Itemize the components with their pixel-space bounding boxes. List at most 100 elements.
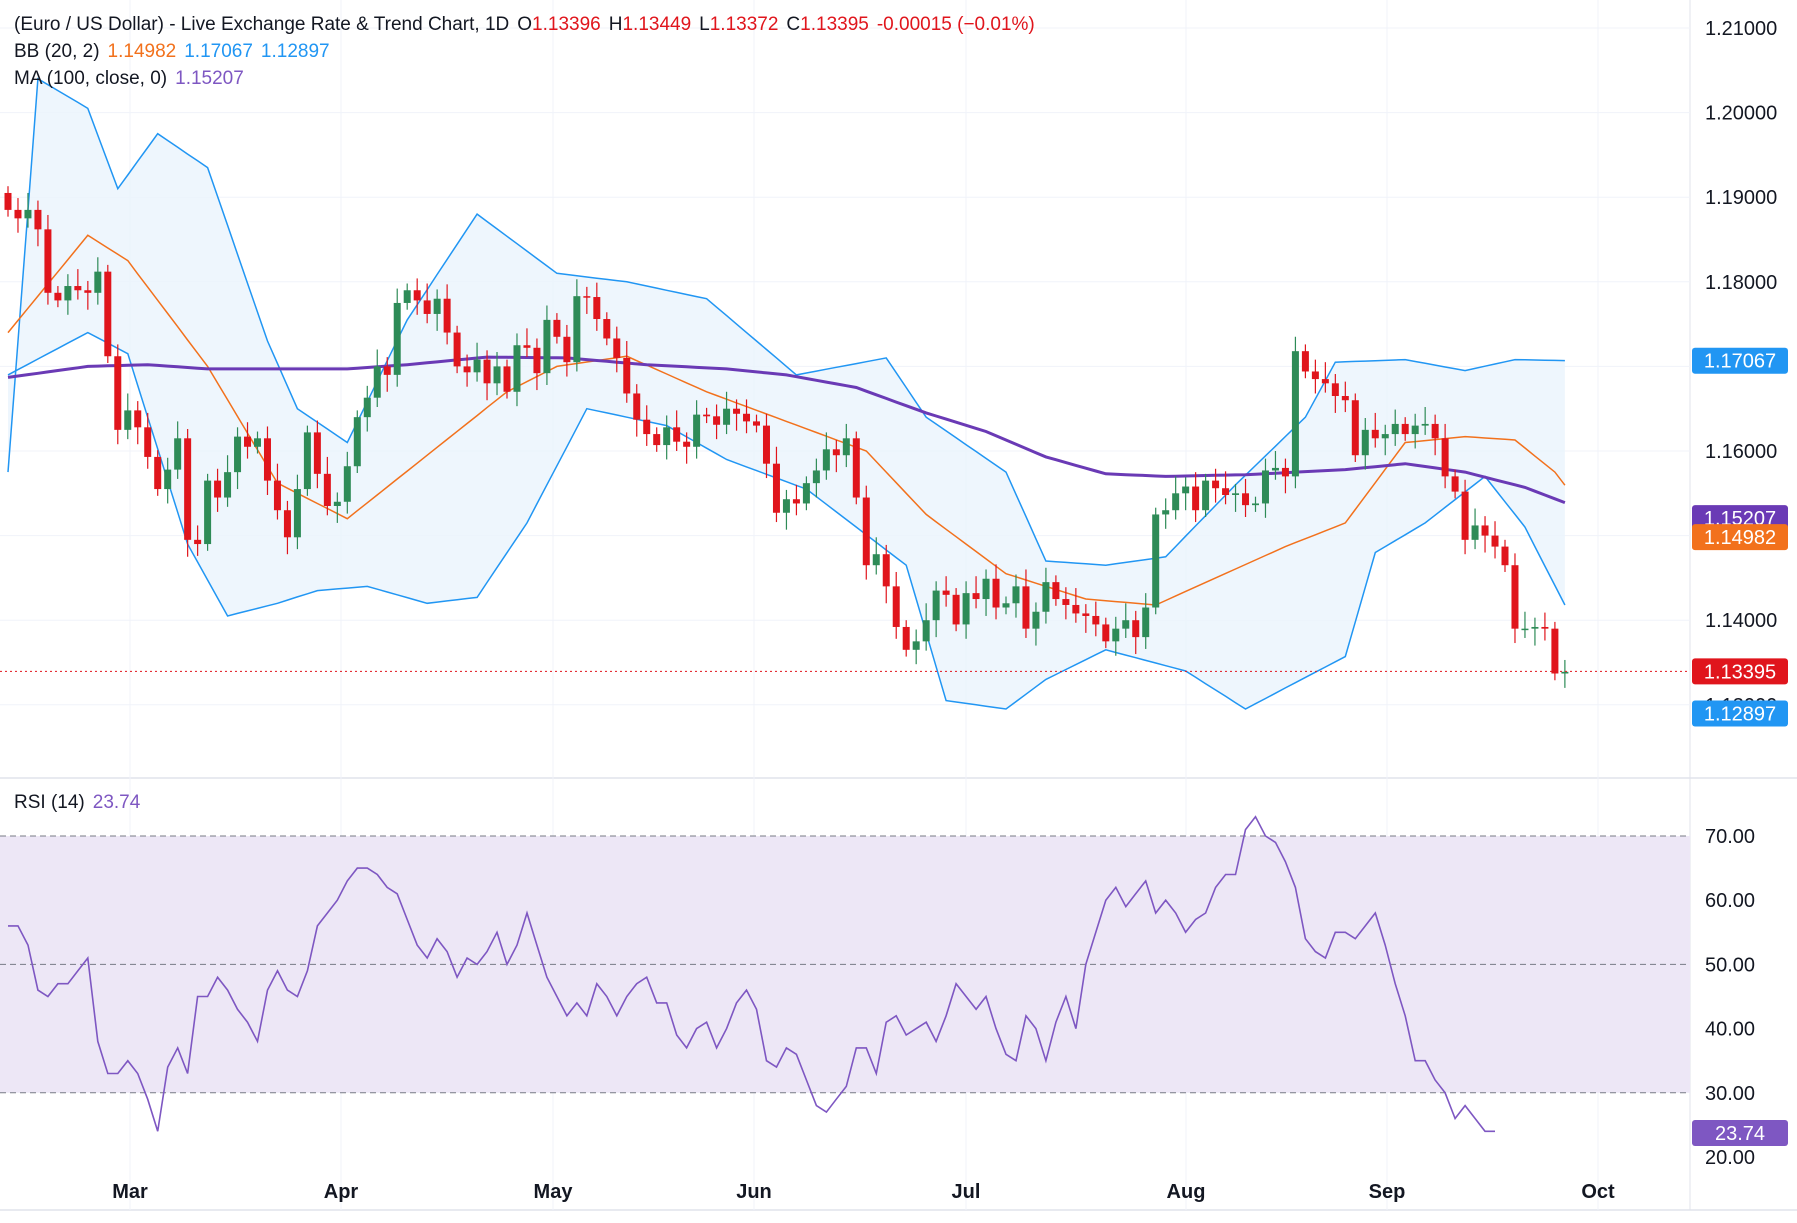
close-value: 1.13395	[800, 14, 869, 35]
candle-body	[1521, 628, 1529, 631]
candle-body	[443, 298, 451, 333]
candle-body	[1172, 493, 1180, 511]
candle-body	[144, 427, 152, 457]
candle-body	[1431, 423, 1439, 439]
candle-body	[1152, 514, 1160, 608]
time-tick-label: May	[534, 1181, 574, 1203]
candle-body	[1401, 423, 1409, 435]
candle-body	[573, 296, 581, 363]
candle-body	[74, 286, 82, 291]
candle-body	[84, 290, 92, 293]
candle-body	[303, 432, 311, 490]
candle-body	[1381, 434, 1389, 439]
rsi-tick-label: 20.00	[1705, 1147, 1755, 1169]
open-value: 1.13396	[532, 14, 601, 35]
candle-body	[134, 410, 142, 428]
candle-body	[603, 319, 611, 339]
candle-body	[743, 413, 751, 422]
candle-body	[583, 296, 591, 298]
high-label: H	[608, 14, 623, 35]
candle-body	[234, 436, 242, 473]
candle-body	[1112, 628, 1120, 642]
bb-basis-value: 1.14982	[107, 41, 177, 62]
low-value: 1.13372	[709, 14, 779, 35]
candle-body	[254, 438, 261, 447]
candle-body	[1252, 503, 1259, 506]
candle-body	[1501, 546, 1509, 566]
candle-body	[952, 594, 960, 625]
candle-body	[753, 421, 760, 426]
candle-body	[34, 209, 42, 230]
candle-body	[383, 366, 391, 375]
candle-body	[1072, 604, 1080, 614]
candle-body	[1182, 486, 1190, 494]
ma-legend[interactable]: MA (100, close, 0) 1.15207	[14, 68, 252, 90]
rsi-tick-label: 40.00	[1705, 1019, 1755, 1041]
candle-body	[154, 456, 162, 490]
candle-body	[333, 501, 341, 506]
candle-body	[942, 590, 950, 595]
price-tag-lower-bg	[1692, 700, 1788, 727]
candle-body	[1461, 491, 1469, 540]
candle-body	[64, 286, 72, 301]
time-tick-label: Mar	[112, 1181, 148, 1203]
symbol-title: (Euro / US Dollar) - Live Exchange Rate …	[14, 14, 510, 35]
candle-body	[1371, 429, 1379, 439]
rsi-legend[interactable]: RSI (14) 23.74	[14, 792, 148, 814]
candle-body	[693, 414, 701, 447]
bollinger-fill	[8, 78, 1565, 710]
rsi-legend-value: 23.74	[92, 792, 141, 813]
candle-body	[124, 410, 132, 430]
candle-body	[872, 554, 880, 566]
candle-body	[273, 480, 281, 511]
bb-legend[interactable]: BB (20, 2) 1.14982 1.17067 1.12897	[14, 41, 338, 63]
candle-body	[1102, 624, 1110, 642]
candle-body	[1471, 525, 1479, 540]
candle-body	[1561, 671, 1569, 674]
price-tick-label: 1.20000	[1705, 103, 1777, 125]
candle-body	[882, 554, 890, 587]
candle-body	[1032, 611, 1040, 629]
candle-body	[842, 438, 850, 456]
candle-body	[962, 593, 970, 625]
change-value: -0.00015 (−0.01%)	[876, 14, 1035, 35]
candle-body	[14, 209, 22, 219]
candle-body	[94, 271, 102, 293]
candle-body	[463, 366, 471, 373]
rsi-tick-label: 70.00	[1705, 826, 1755, 848]
candle-body	[403, 290, 411, 303]
price-tag-lower: 1.12897	[1704, 704, 1776, 726]
time-tick-label: Oct	[1581, 1181, 1615, 1203]
rsi-line	[8, 815, 1495, 1133]
candle-body	[1291, 351, 1299, 477]
rsi-tick-label: 50.00	[1705, 954, 1755, 976]
price-tick-label: 1.18000	[1705, 272, 1777, 294]
candle-body	[393, 302, 401, 375]
candle-body	[723, 408, 731, 425]
ohlc-legend: (Euro / US Dollar) - Live Exchange Rate …	[14, 14, 1043, 36]
rsi-tag: 23.74	[1715, 1123, 1765, 1145]
candle-body	[1281, 467, 1289, 477]
candle-body	[1092, 615, 1100, 625]
high-value: 1.13449	[622, 14, 692, 35]
candle-body	[812, 470, 820, 484]
candle-body	[373, 366, 381, 398]
candle-body	[224, 472, 232, 498]
open-label: O	[517, 14, 533, 35]
candle-body	[1132, 620, 1140, 638]
candle-body	[44, 229, 52, 293]
candle-body	[343, 466, 351, 502]
candle-body	[104, 271, 112, 357]
price-tag-basis-bg	[1692, 524, 1788, 551]
candle-body	[1341, 396, 1349, 401]
candle-body	[1271, 467, 1279, 471]
close-label: C	[786, 14, 801, 35]
price-tag-last: 1.13395	[1704, 661, 1776, 683]
candle-body	[24, 209, 32, 219]
candle-body	[493, 366, 501, 384]
candle-body	[313, 432, 321, 474]
candle-body	[214, 480, 222, 498]
rsi-tick-label: 60.00	[1705, 890, 1755, 912]
